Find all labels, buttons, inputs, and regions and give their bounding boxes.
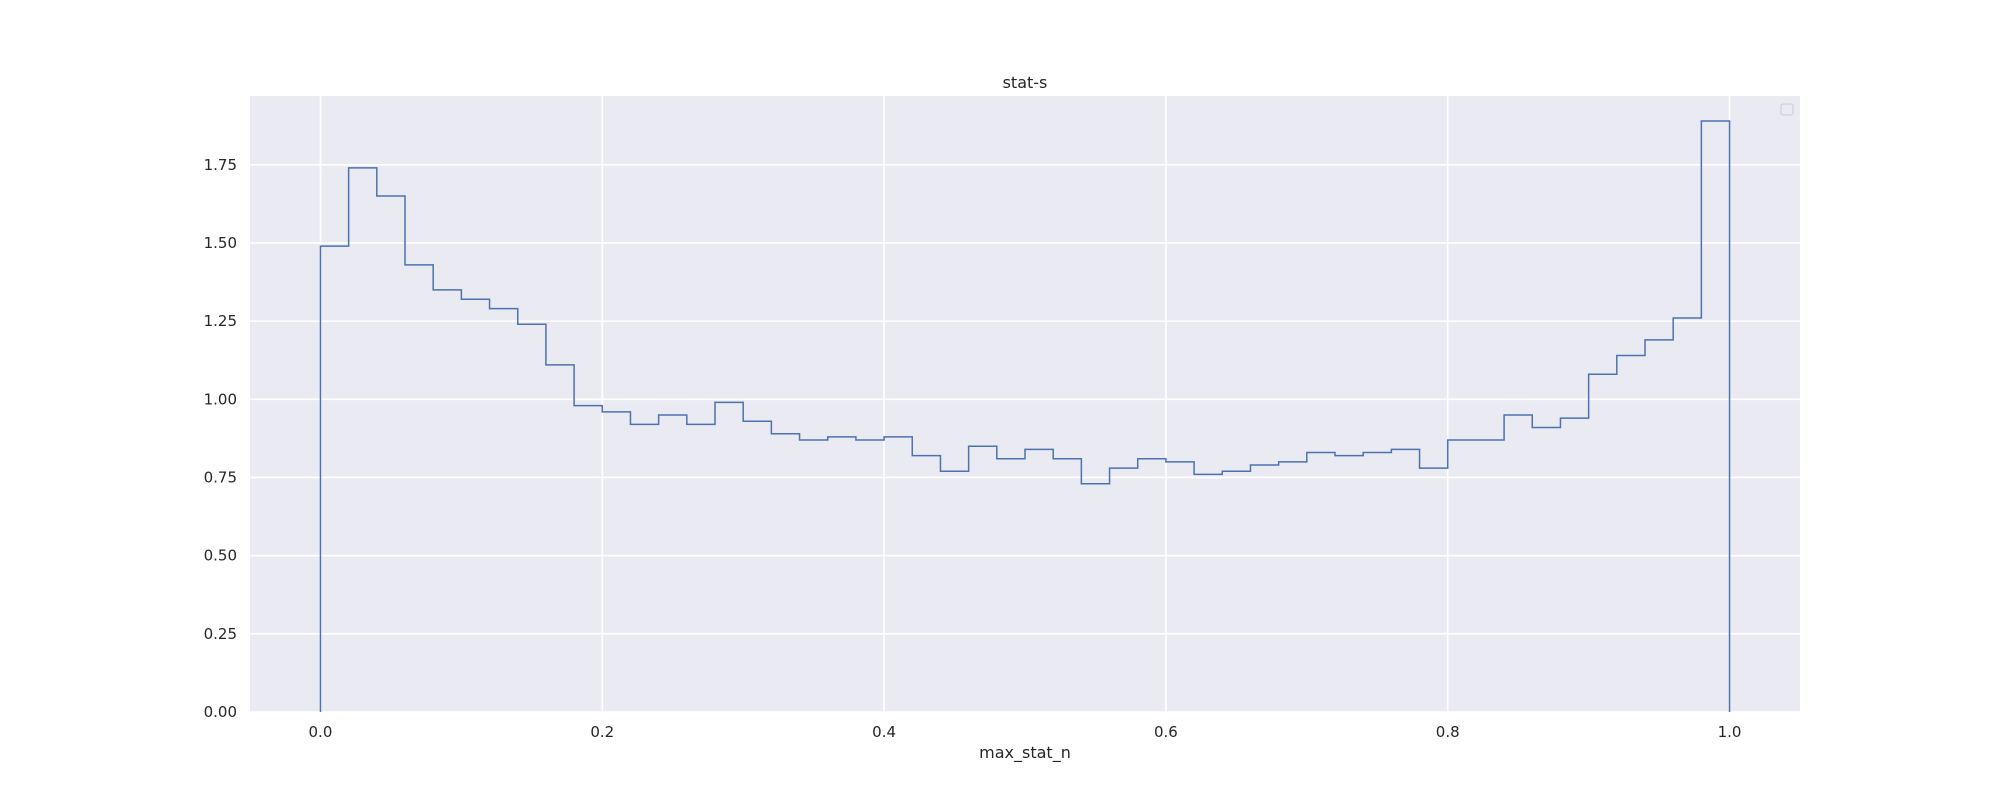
legend-box [1780, 103, 1794, 116]
y-gridlines [250, 163, 1800, 713]
x-tick-label: 1.0 [1718, 723, 1742, 741]
histogram-step-line [319, 120, 1731, 712]
y-tick-label: 0.25 [204, 625, 237, 643]
x-tick-label: 0.8 [1436, 723, 1460, 741]
x-tick-label: 0.2 [590, 723, 614, 741]
x-tick-labels: 0.0 0.2 0.4 0.6 0.8 1.0 [309, 723, 1742, 741]
y-tick-labels: 0.00 0.25 0.50 0.75 1.00 1.25 1.50 1.75 [204, 156, 237, 721]
chart-title: stat-s [1003, 73, 1048, 92]
y-tick-label: 0.00 [204, 703, 237, 721]
x-tick-label: 0.0 [309, 723, 333, 741]
plot-background [250, 96, 1800, 712]
y-tick-label: 1.50 [204, 234, 237, 252]
y-tick-label: 1.25 [204, 312, 237, 330]
x-tick-label: 0.4 [872, 723, 896, 741]
y-tick-label: 0.50 [204, 547, 237, 565]
y-tick-label: 1.00 [204, 390, 237, 408]
y-tick-label: 0.75 [204, 468, 237, 486]
x-axis-label: max_stat_n [979, 743, 1071, 763]
x-tick-label: 0.6 [1154, 723, 1178, 741]
y-tick-label: 1.75 [204, 156, 237, 174]
